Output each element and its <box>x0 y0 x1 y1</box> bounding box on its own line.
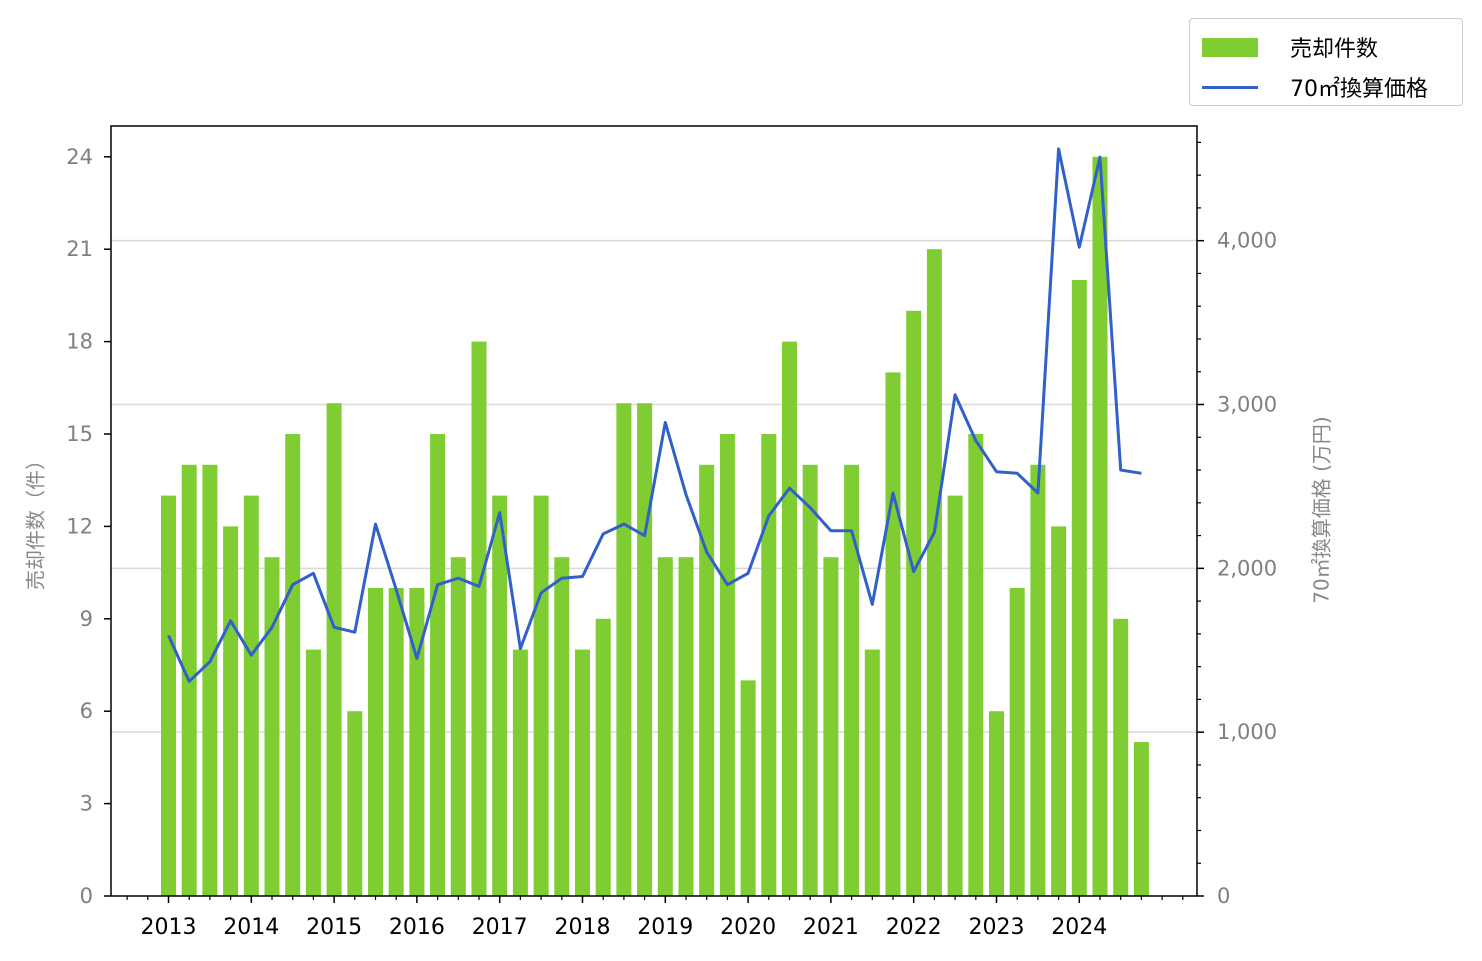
y-left-tick-label: 0 <box>80 884 93 908</box>
y-left-tick-label: 12 <box>66 514 93 538</box>
bar <box>492 495 508 896</box>
price-line-series <box>167 147 1142 683</box>
bar <box>864 649 880 896</box>
bar <box>657 557 673 896</box>
bar <box>347 711 363 896</box>
x-tick-label: 2013 <box>141 915 197 940</box>
y-right-tick-label: 4,000 <box>1217 229 1277 253</box>
bar <box>885 372 901 896</box>
legend-item-line: 70㎡換算価格 <box>1202 71 1428 103</box>
bar <box>575 649 590 896</box>
y-right-tick-label: 0 <box>1217 884 1230 908</box>
legend-item-bar: 売却件数 <box>1202 31 1378 63</box>
bar <box>678 557 694 896</box>
bar <box>161 495 176 896</box>
bar <box>223 526 239 896</box>
bar <box>699 464 715 896</box>
bar <box>595 618 611 896</box>
y-axis-right-title: 70㎡換算価格 (万円) <box>1309 416 1334 604</box>
bar <box>1051 526 1067 896</box>
x-tick-label: 2017 <box>472 915 528 940</box>
bar <box>512 649 528 896</box>
x-tick-label: 2023 <box>969 915 1025 940</box>
x-tick-label: 2021 <box>803 915 859 940</box>
bar <box>989 711 1004 896</box>
bar <box>368 588 383 896</box>
y-left-tick-label: 9 <box>80 607 93 631</box>
y-right-tick-label: 3,000 <box>1217 393 1277 417</box>
legend-bar-swatch <box>1202 37 1258 57</box>
bar <box>761 434 777 896</box>
bar <box>802 464 818 896</box>
x-tick-label: 2016 <box>389 915 445 940</box>
bar <box>1133 742 1149 896</box>
bar <box>1092 156 1108 897</box>
bar <box>637 403 653 896</box>
legend-line-label: 70㎡換算価格 <box>1290 77 1428 102</box>
bar <box>968 434 984 896</box>
axes: 0 3 6 9 12 15 18 21 24 0 1,000 2,000 3,000 4,000 2013 2… <box>66 141 1277 940</box>
x-tick-label: 2024 <box>1051 915 1107 940</box>
y-left-tick-label: 6 <box>80 699 93 723</box>
bar <box>1009 588 1025 896</box>
bar <box>1113 618 1129 896</box>
bar <box>430 434 446 896</box>
bar <box>906 310 922 896</box>
y-left-tick-label: 3 <box>80 792 93 816</box>
bar <box>409 588 425 896</box>
y-right-tick-label: 1,000 <box>1217 720 1277 744</box>
x-tick-label: 2018 <box>555 915 611 940</box>
bar <box>782 341 797 897</box>
bar-series <box>161 156 1149 897</box>
bar <box>823 557 839 896</box>
y-left-tick-label: 21 <box>66 237 93 261</box>
bar <box>947 495 963 896</box>
bar <box>719 434 735 896</box>
x-tick-label: 2020 <box>720 915 776 940</box>
y-left-tick-label: 15 <box>66 422 93 446</box>
bar <box>388 588 404 896</box>
y-right-tick-label: 2,000 <box>1217 556 1277 580</box>
bar <box>202 464 218 896</box>
bar <box>305 649 321 896</box>
legend: 売却件数 70㎡換算価格 <box>1189 18 1463 106</box>
x-tick-label: 2014 <box>223 915 279 940</box>
legend-bar-label: 売却件数 <box>1290 37 1379 62</box>
bar <box>844 464 860 896</box>
bar <box>554 557 570 896</box>
bar <box>740 680 756 896</box>
y-left-tick-label: 24 <box>66 145 93 169</box>
x-tick-label: 2015 <box>306 915 362 940</box>
bar <box>243 495 259 896</box>
bar <box>926 249 942 896</box>
bar <box>285 434 301 896</box>
y-axis-left-title: 売却件数（件） <box>23 450 48 590</box>
bar <box>326 403 342 896</box>
bar <box>450 557 466 896</box>
bar <box>533 495 549 896</box>
plot-frame <box>110 125 1198 897</box>
bar <box>616 403 632 896</box>
bar <box>1030 464 1046 896</box>
x-tick-label: 2022 <box>886 915 942 940</box>
y-left-tick-label: 18 <box>66 330 93 354</box>
x-tick-label: 2019 <box>637 915 693 940</box>
bar <box>1071 280 1087 896</box>
bar <box>264 557 280 896</box>
legend-line-swatch <box>1202 85 1258 89</box>
bar <box>471 341 487 897</box>
